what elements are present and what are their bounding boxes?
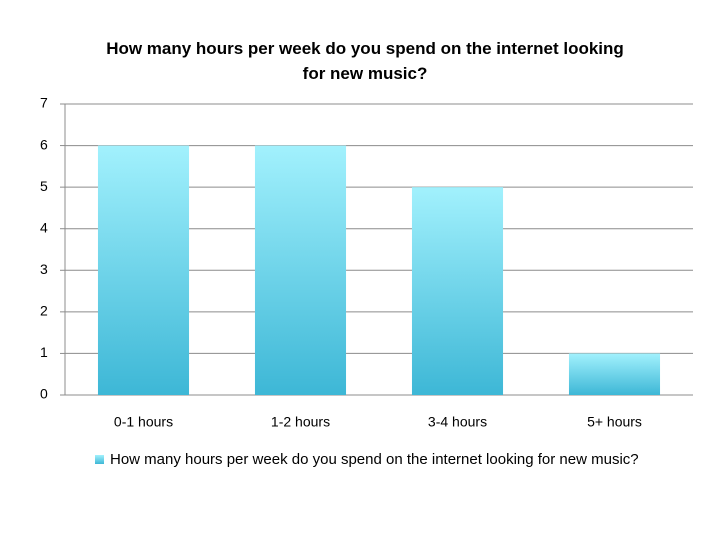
bar xyxy=(97,145,190,395)
x-tick-label: 3-4 hours xyxy=(428,414,487,430)
y-tick-label: 3 xyxy=(40,261,48,277)
bar xyxy=(568,353,661,395)
legend-swatch xyxy=(95,455,104,464)
y-tick-label: 7 xyxy=(40,95,48,111)
bar xyxy=(411,187,504,395)
y-tick-label: 5 xyxy=(40,178,48,194)
y-tick-label: 1 xyxy=(40,344,48,360)
y-tick-label: 4 xyxy=(40,219,48,235)
y-tick-label: 0 xyxy=(40,386,48,402)
y-tick-label: 6 xyxy=(40,136,48,152)
legend-label: How many hours per week do you spend on … xyxy=(110,451,639,468)
bar xyxy=(254,145,347,395)
chart-title: How many hours per week do you spend on … xyxy=(106,39,624,83)
x-tick-label: 1-2 hours xyxy=(271,414,330,430)
y-tick-label: 2 xyxy=(40,303,48,319)
x-tick-label: 5+ hours xyxy=(587,414,642,430)
x-tick-label: 0-1 hours xyxy=(114,414,173,430)
